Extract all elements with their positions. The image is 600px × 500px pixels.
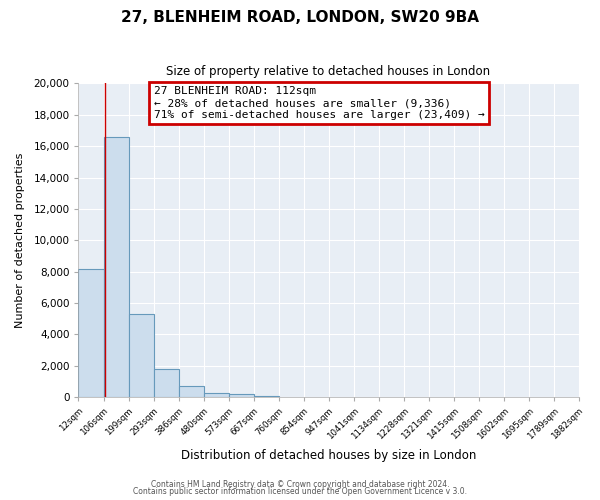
X-axis label: Distribution of detached houses by size in London: Distribution of detached houses by size … <box>181 450 476 462</box>
Bar <box>79 268 104 397</box>
Text: Contains public sector information licensed under the Open Government Licence v : Contains public sector information licen… <box>133 488 467 496</box>
Bar <box>254 396 278 397</box>
Y-axis label: Number of detached properties: Number of detached properties <box>15 152 25 328</box>
Bar <box>154 369 179 397</box>
Title: Size of property relative to detached houses in London: Size of property relative to detached ho… <box>166 65 491 78</box>
Bar <box>179 386 203 397</box>
Bar <box>128 314 154 397</box>
Text: 27 BLENHEIM ROAD: 112sqm
← 28% of detached houses are smaller (9,336)
71% of sem: 27 BLENHEIM ROAD: 112sqm ← 28% of detach… <box>154 86 484 120</box>
Bar <box>229 394 254 397</box>
Bar <box>203 392 229 397</box>
Bar <box>104 136 128 397</box>
Text: 27, BLENHEIM ROAD, LONDON, SW20 9BA: 27, BLENHEIM ROAD, LONDON, SW20 9BA <box>121 10 479 25</box>
Text: Contains HM Land Registry data © Crown copyright and database right 2024.: Contains HM Land Registry data © Crown c… <box>151 480 449 489</box>
